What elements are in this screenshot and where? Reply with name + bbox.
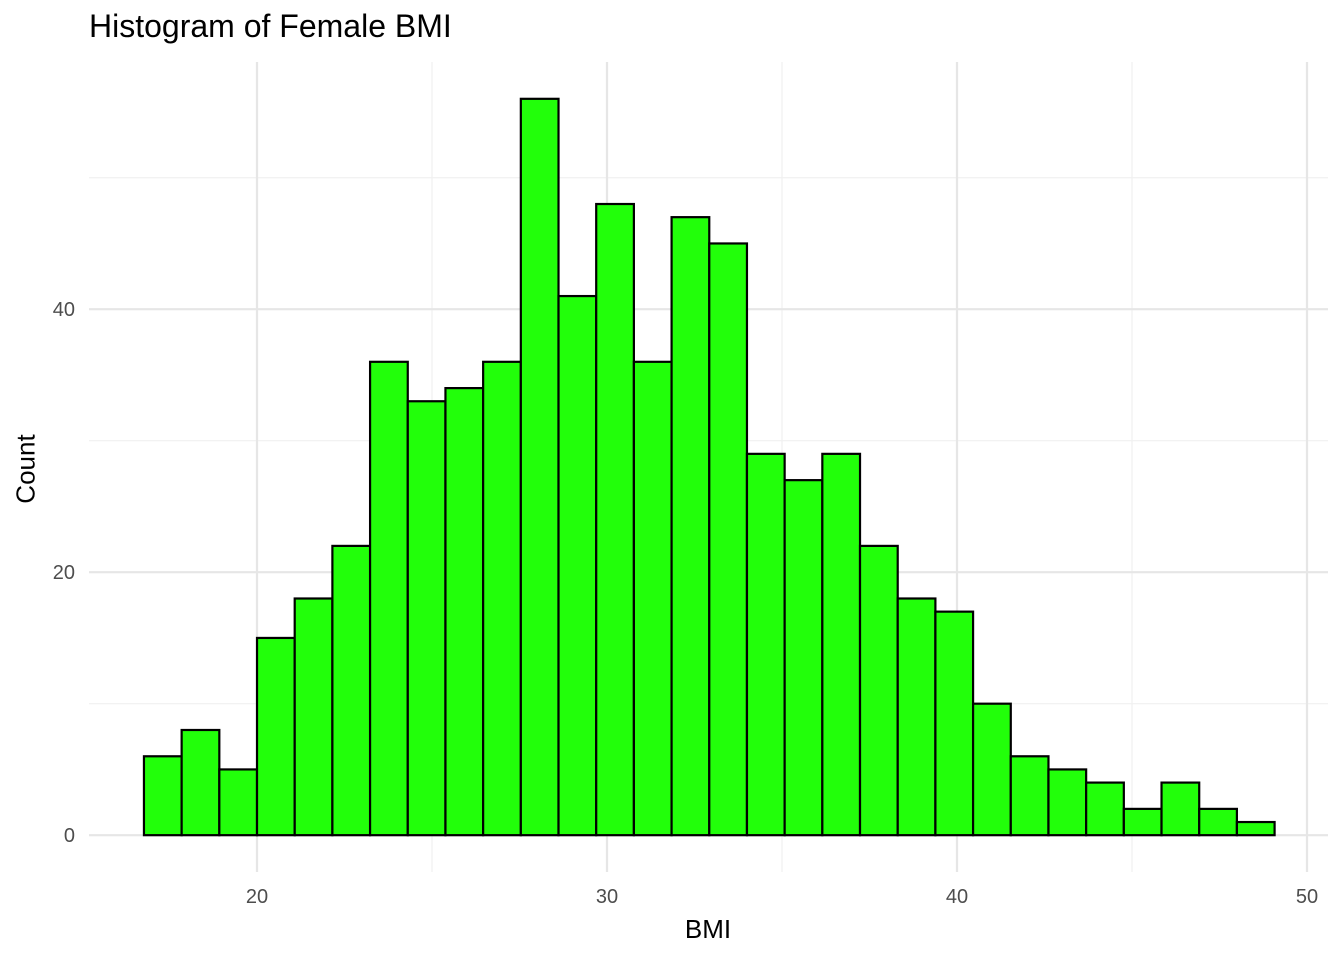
histogram-bar <box>444 387 485 837</box>
histogram-bar <box>595 202 635 837</box>
histogram-bar <box>406 400 447 837</box>
bars <box>142 97 1276 837</box>
x-tick-label: 30 <box>596 886 618 908</box>
histogram-bar <box>519 97 560 837</box>
y-tick-label: 0 <box>64 825 75 847</box>
histogram-bar <box>482 360 522 837</box>
histogram-bar <box>783 479 824 837</box>
histogram-bar <box>218 768 259 837</box>
x-tick-label: 40 <box>946 886 968 908</box>
x-axis-label: BMI <box>684 914 732 944</box>
histogram-bar <box>1160 781 1201 837</box>
histogram-bar <box>745 452 786 837</box>
histogram-bar <box>142 755 183 837</box>
histogram-bar <box>368 360 409 837</box>
histogram-bar <box>896 597 937 837</box>
histogram-bar <box>934 610 975 837</box>
y-tick-label: 20 <box>53 562 75 584</box>
histogram-bar <box>821 452 862 837</box>
histogram-bar <box>858 544 899 837</box>
histogram-bar <box>1122 807 1163 837</box>
histogram-bar <box>255 636 296 837</box>
x-tick-label: 50 <box>1296 886 1318 908</box>
chart-title: Histogram of Female BMI <box>89 8 452 44</box>
histogram-bar <box>1198 807 1239 837</box>
histogram-bar <box>670 216 711 837</box>
histogram-bar <box>708 242 749 837</box>
tick-labels: 20 30 40 50 0 20 40 <box>53 299 1318 908</box>
y-axis-title: Count <box>10 434 41 504</box>
histogram-bar <box>331 544 372 837</box>
histogram-bar <box>1085 781 1125 837</box>
y-tick-label: 40 <box>53 299 75 321</box>
histogram-bar <box>632 360 673 837</box>
histogram-bar <box>180 728 221 837</box>
histogram-bar <box>557 294 598 837</box>
histogram-bar <box>293 597 334 837</box>
histogram-bar <box>971 702 1012 837</box>
x-axis-title: BMI <box>0 914 1344 945</box>
histogram-bar <box>1235 820 1276 837</box>
histogram-bar <box>1047 768 1088 837</box>
histogram-bar <box>1009 755 1050 837</box>
x-tick-label: 20 <box>246 886 268 908</box>
